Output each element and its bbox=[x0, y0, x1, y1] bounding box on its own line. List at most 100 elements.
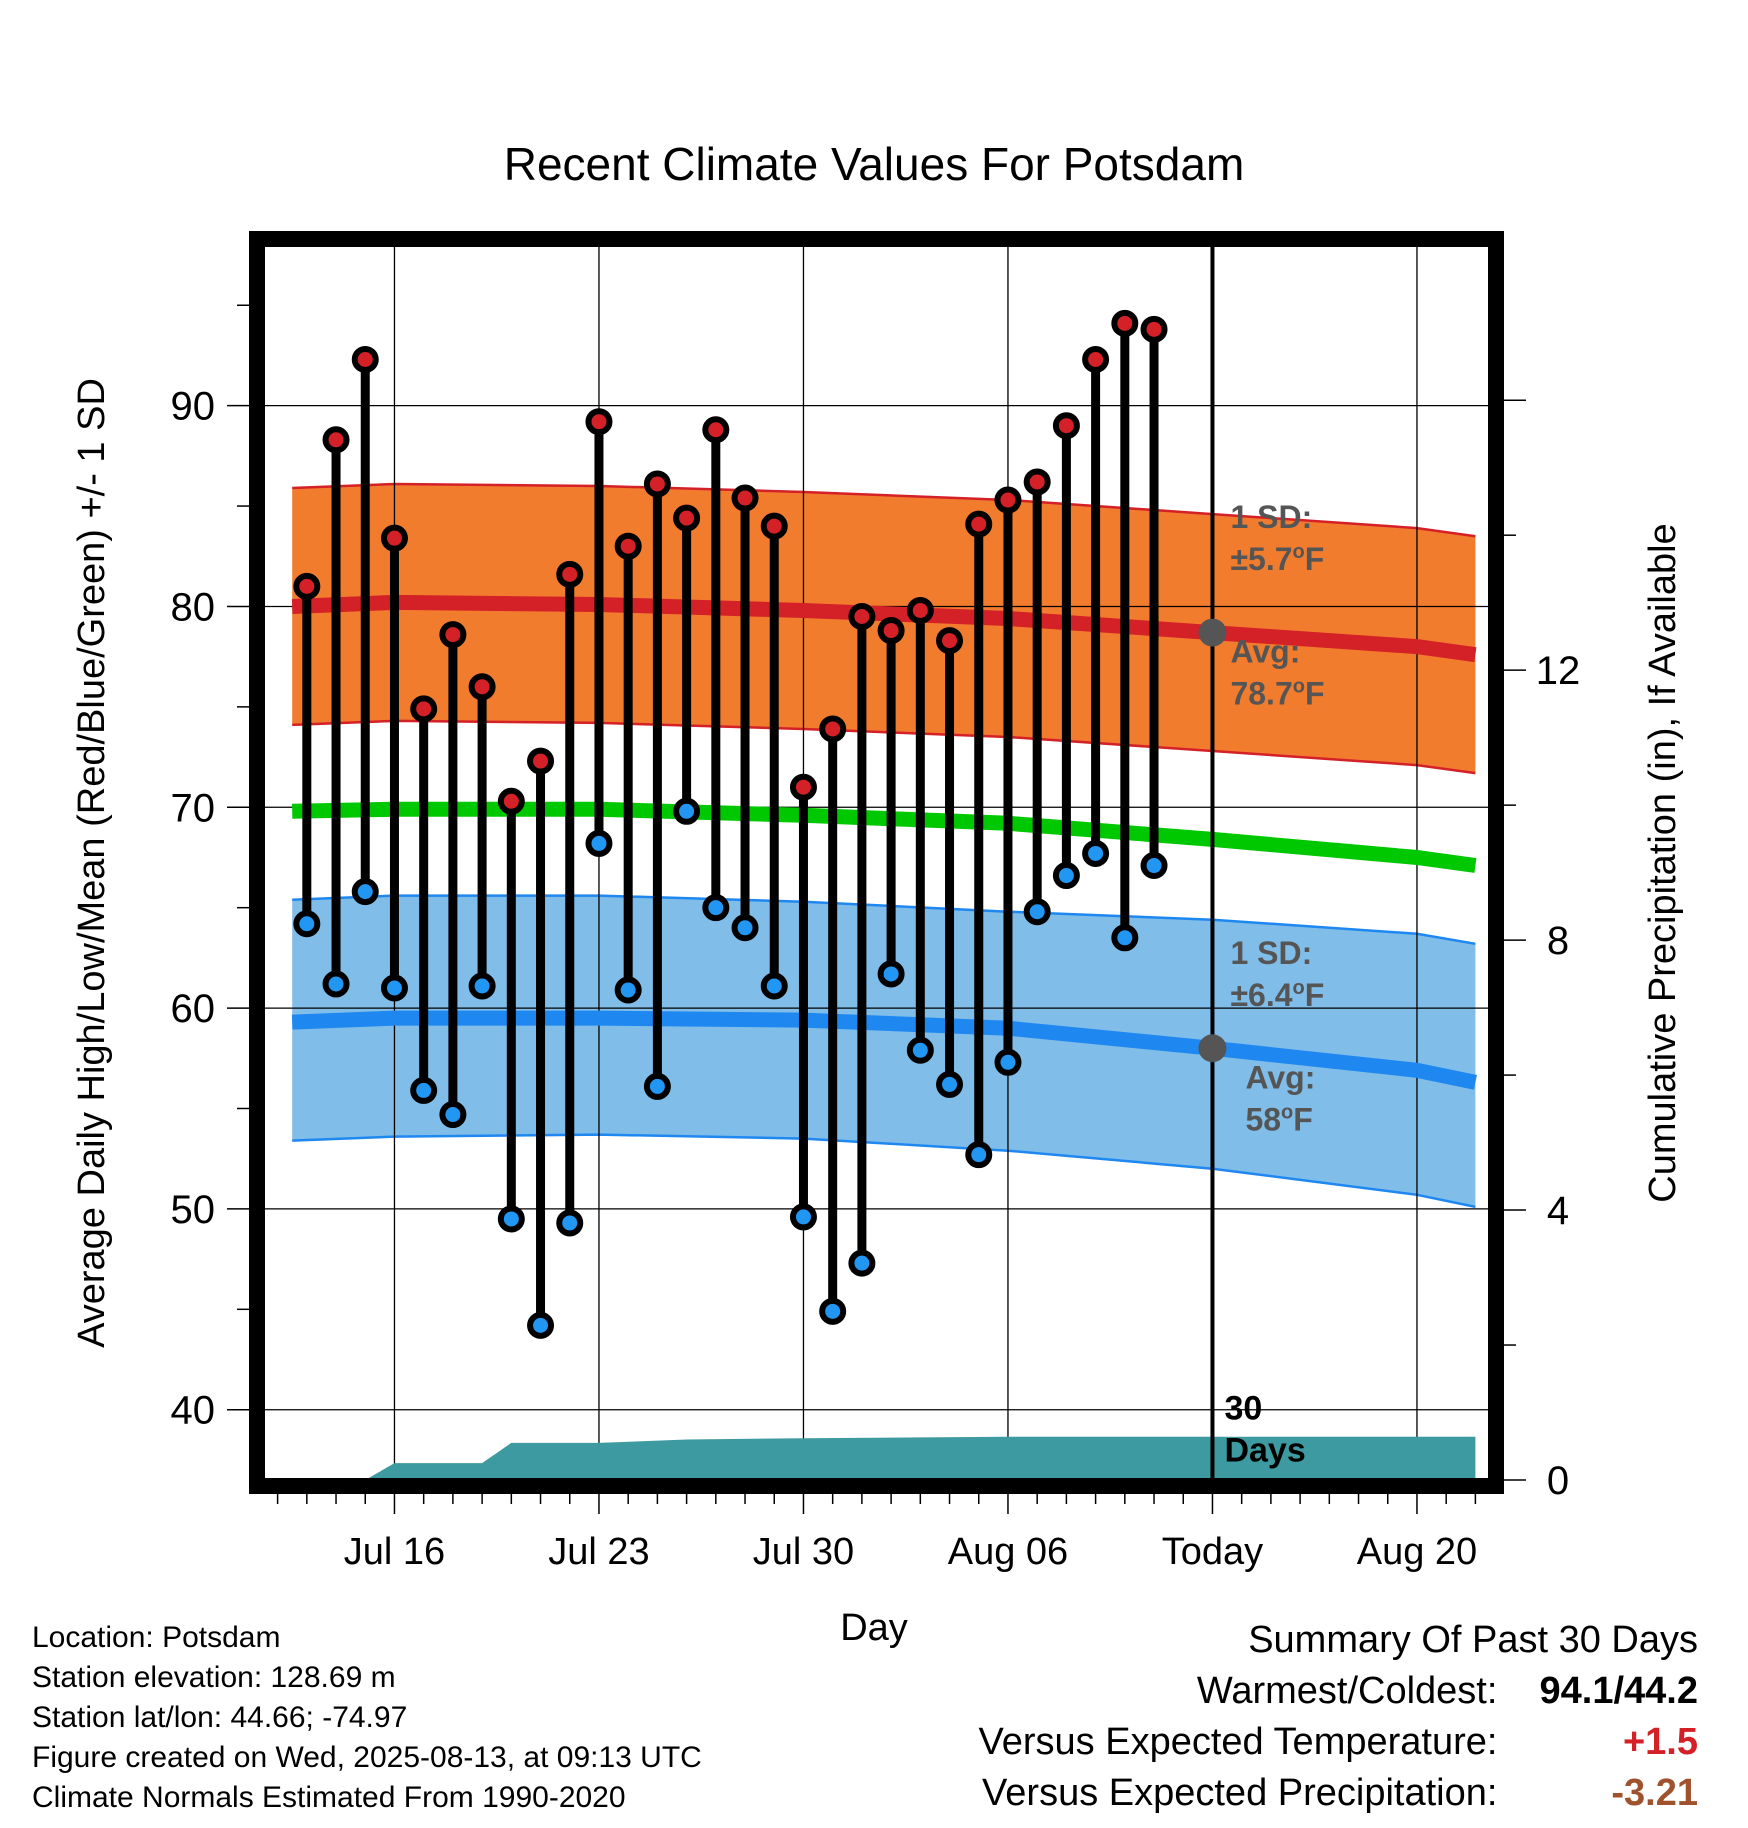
daily-high-point bbox=[468, 673, 496, 701]
band-annotations: 1 SD: ±5.7oF Avg: 78.7oF 1 SD: ±6.4oF Avg: 58oF bbox=[1198, 499, 1325, 1137]
daily-high-point bbox=[322, 426, 350, 454]
daily-high-point bbox=[936, 627, 964, 655]
daily-high-point bbox=[702, 416, 730, 444]
daily-high-point bbox=[1111, 309, 1139, 337]
y-axis-label: Average Daily High/Low/Mean (Red/Blue/Gr… bbox=[71, 378, 113, 1348]
daily-high-point bbox=[1082, 345, 1110, 373]
normal-high-mean-line bbox=[291, 594, 1477, 663]
y-tick-label: 60 bbox=[171, 987, 216, 1031]
location-text: Location: Potsdam bbox=[32, 1621, 281, 1654]
daily-high-point bbox=[673, 504, 701, 532]
low-avg-annotation-line1: Avg: bbox=[1245, 1059, 1315, 1095]
daily-low-point bbox=[614, 976, 642, 1004]
high-sd-annotation-line1: 1 SD: bbox=[1230, 499, 1312, 535]
today-high-avg-marker bbox=[1198, 618, 1227, 647]
daily-low-point bbox=[351, 878, 379, 906]
plot-frame-rect bbox=[249, 231, 1504, 1494]
daily-high-point bbox=[439, 621, 467, 649]
daily-high-point bbox=[819, 715, 847, 743]
latlon-text: Station lat/lon: 44.66; -74.97 bbox=[32, 1701, 408, 1734]
normal-low-band bbox=[292, 895, 1476, 1207]
y2-tick-label: 4 bbox=[1547, 1189, 1569, 1233]
y-tick-label: 40 bbox=[171, 1389, 216, 1433]
y2-axis-label: Cumulative Precipitation (in), If Availa… bbox=[1642, 523, 1684, 1202]
low-sd-annotation-line1: 1 SD: bbox=[1230, 935, 1312, 971]
x-tick-label: Today bbox=[1162, 1531, 1263, 1573]
x-tick-label: Jul 16 bbox=[344, 1531, 445, 1573]
high-avg-annotation-line1: Avg: bbox=[1230, 634, 1300, 670]
daily-high-point bbox=[293, 572, 321, 600]
warmest-coldest-value: 94.1/44.2 bbox=[1539, 1670, 1698, 1712]
daily-low-point bbox=[1140, 852, 1168, 880]
high-avg-annotation-line2: 78.7oF bbox=[1230, 676, 1324, 712]
x-tick-label: Aug 06 bbox=[948, 1531, 1068, 1573]
daily-low-point bbox=[497, 1205, 525, 1233]
low-sd-annotation-line2: ±6.4oF bbox=[1230, 977, 1324, 1013]
daily-high-point bbox=[1140, 315, 1168, 343]
warmest-coldest-row: Warmest/Coldest: 94.1/44.2 bbox=[979, 1666, 1698, 1717]
station-info: Location: Potsdam Station elevation: 128… bbox=[32, 1618, 702, 1818]
warmest-coldest-label: Warmest/Coldest: bbox=[1196, 1670, 1498, 1712]
today-line: 30 Days bbox=[1210, 245, 1306, 1480]
x-tick-label: Jul 23 bbox=[548, 1531, 649, 1573]
normal-low-mean-line bbox=[291, 1010, 1477, 1090]
high-sd-annotation-line2: ±5.7oF bbox=[1230, 541, 1324, 577]
daily-high-point bbox=[877, 617, 905, 645]
elevation-text: Station elevation: 128.69 m bbox=[32, 1661, 396, 1694]
daily-low-point bbox=[848, 1249, 876, 1277]
daily-low-point bbox=[585, 829, 613, 857]
daily-high-point bbox=[789, 773, 817, 801]
daily-high-point bbox=[906, 596, 934, 624]
normals-text: Climate Normals Estimated From 1990-2020 bbox=[32, 1781, 626, 1814]
x-tick-label: Jul 30 bbox=[753, 1531, 854, 1573]
temp-versus-row: Versus Expected Temperature: +1.5 bbox=[979, 1717, 1698, 1768]
daily-low-point bbox=[673, 797, 701, 825]
daily-low-point bbox=[1082, 839, 1110, 867]
daily-high-point bbox=[527, 747, 555, 775]
plot-frame bbox=[249, 231, 1504, 1494]
daily-high-point bbox=[848, 603, 876, 631]
normal-low-lower-edge bbox=[292, 1133, 1476, 1209]
daily-low-point bbox=[965, 1141, 993, 1169]
precip-versus-value: -3.21 bbox=[1611, 1772, 1698, 1814]
daily-dots bbox=[293, 309, 1168, 1339]
daily-low-point bbox=[1111, 924, 1139, 952]
y-tick-label: 90 bbox=[171, 385, 216, 429]
daily-low-point bbox=[789, 1203, 817, 1231]
daily-low-point bbox=[439, 1101, 467, 1129]
daily-low-point bbox=[702, 894, 730, 922]
normal-mean-line bbox=[292, 801, 1477, 873]
today-label-line1: 30 bbox=[1224, 1390, 1262, 1428]
daily-low-point bbox=[410, 1076, 438, 1104]
precip-area bbox=[292, 1436, 1476, 1480]
temp-versus-label: Versus Expected Temperature: bbox=[978, 1721, 1498, 1763]
y-tick-label: 70 bbox=[171, 786, 216, 830]
daily-high-point bbox=[585, 408, 613, 436]
daily-low-point bbox=[556, 1209, 584, 1237]
daily-high-point bbox=[380, 524, 408, 552]
daily-low-point bbox=[643, 1072, 671, 1100]
daily-high-point bbox=[643, 470, 671, 498]
daily-low-point bbox=[322, 970, 350, 998]
summary-title: Summary Of Past 30 Days bbox=[1248, 1619, 1698, 1661]
y2-tick-label: 8 bbox=[1547, 919, 1569, 963]
grid-lines bbox=[263, 245, 1490, 1480]
daily-low-point bbox=[906, 1036, 934, 1064]
y2-tick-label: 0 bbox=[1547, 1459, 1569, 1503]
chart-title: Recent Climate Values For Potsdam bbox=[504, 138, 1245, 190]
daily-high-point bbox=[497, 787, 525, 815]
daily-high-point bbox=[351, 345, 379, 373]
today-low-avg-marker bbox=[1198, 1034, 1227, 1063]
x-axis-label: Day bbox=[840, 1607, 908, 1649]
daily-low-point bbox=[731, 914, 759, 942]
daily-high-point bbox=[556, 560, 584, 588]
daily-stems bbox=[302, 323, 1159, 1326]
daily-low-point bbox=[1023, 898, 1051, 926]
y-tick-label: 80 bbox=[171, 585, 216, 629]
axes: 40 50 60 70 80 90 0 4 8 12 Jul 16 Jul 23 Jul 30 Aug 0… bbox=[171, 304, 1580, 1573]
precip-versus-row: Versus Expected Precipitation: -3.21 bbox=[979, 1768, 1698, 1819]
x-tick-label: Aug 20 bbox=[1357, 1531, 1477, 1573]
daily-low-point bbox=[994, 1048, 1022, 1076]
daily-low-point bbox=[1052, 862, 1080, 890]
